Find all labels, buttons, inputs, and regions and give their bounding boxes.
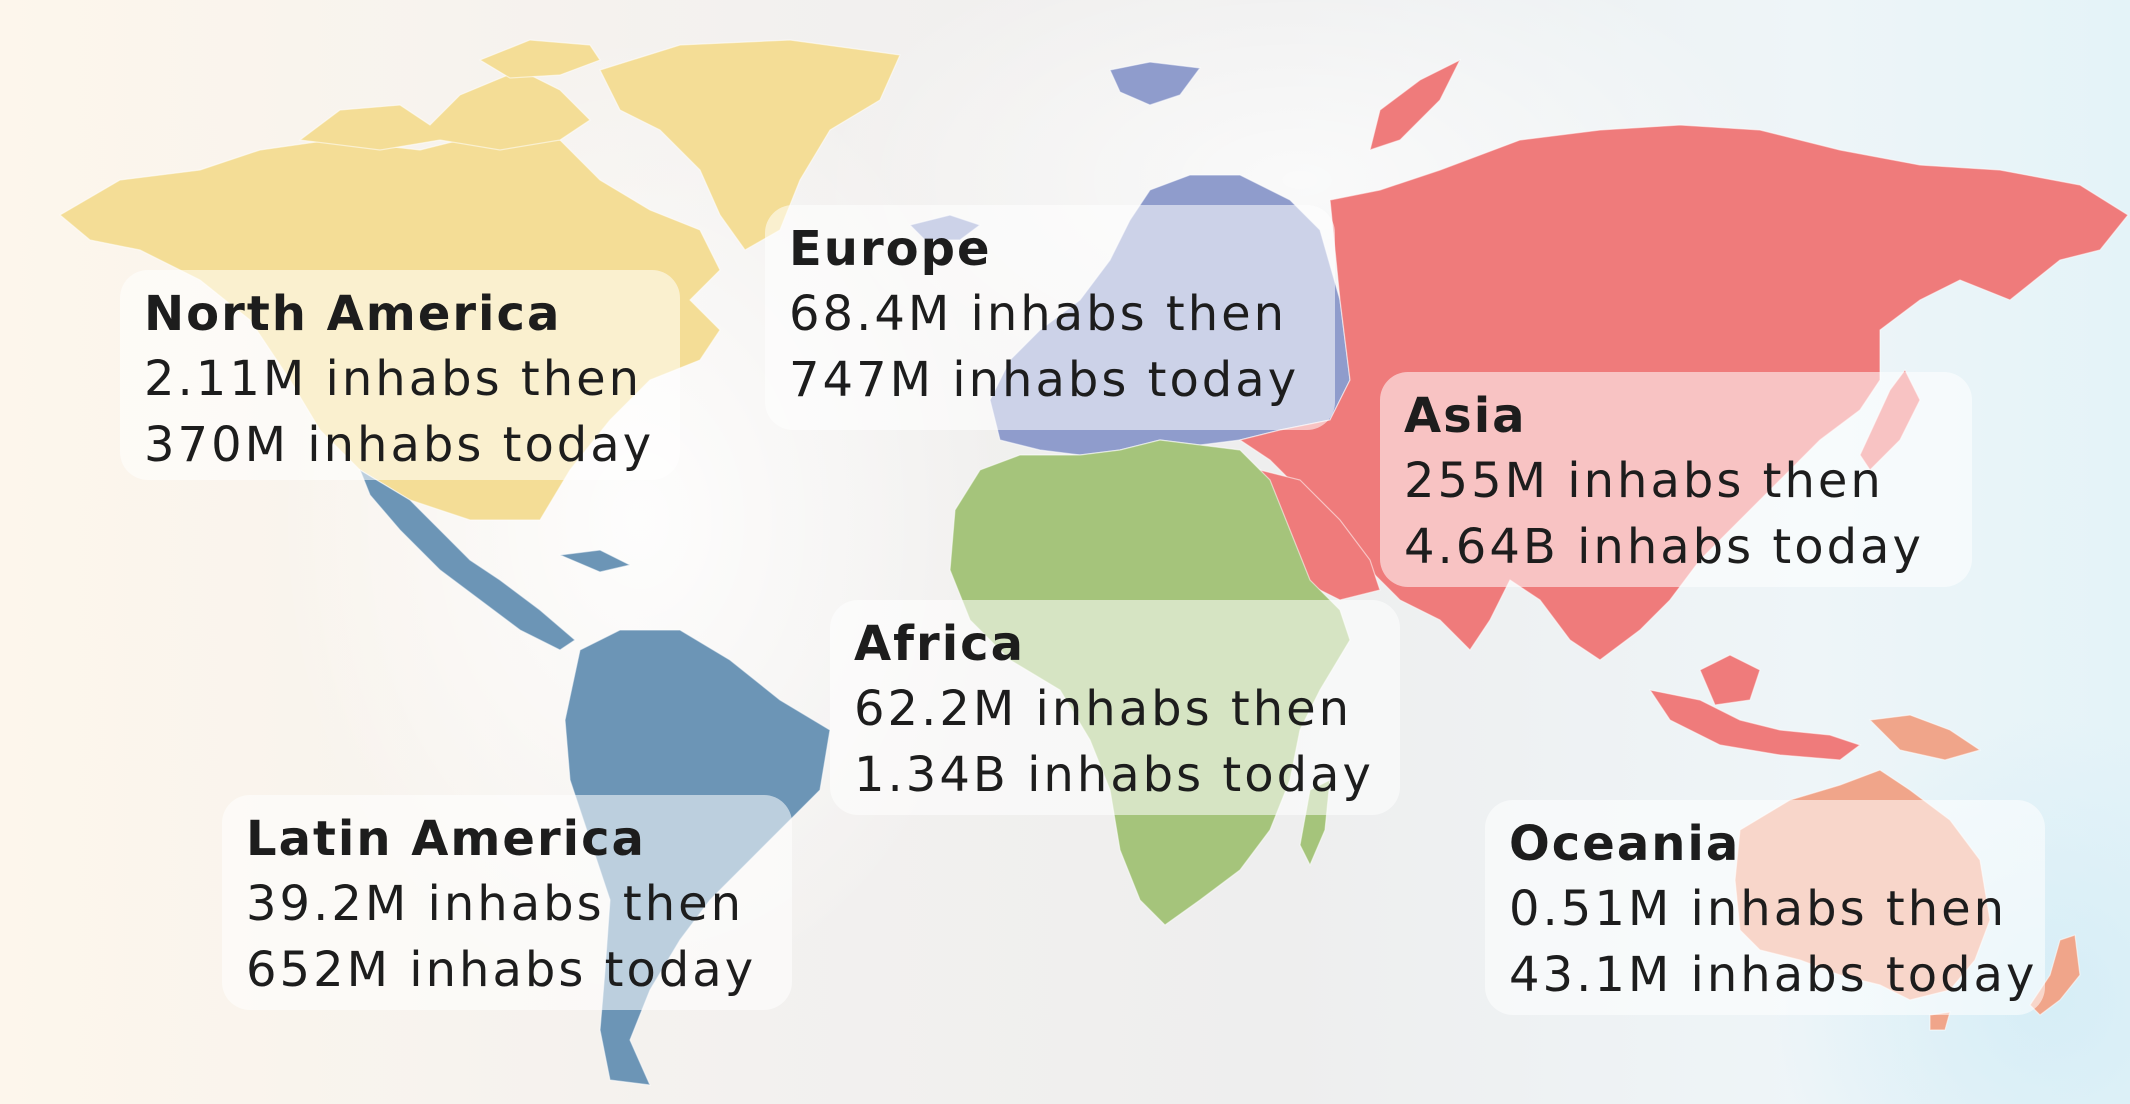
population-today: 43.1M inhabs today <box>1509 947 2038 1003</box>
region-name: Latin America <box>246 811 646 867</box>
population-today: 4.64B inhabs today <box>1404 519 1924 575</box>
asia-label: Asia 255M inhabs then 4.64B inhabs today <box>1380 372 1972 587</box>
population-today: 652M inhabs today <box>246 942 757 998</box>
indonesia <box>1648 689 1862 761</box>
population-today: 1.34B inhabs today <box>854 747 1374 803</box>
borneo <box>1699 654 1761 706</box>
africa-label: Africa 62.2M inhabs then 1.34B inhabs to… <box>830 600 1400 815</box>
siberian-islands <box>1369 58 1462 151</box>
population-then: 0.51M inhabs then <box>1509 881 2008 937</box>
population-today: 370M inhabs today <box>144 417 655 473</box>
population-then: 68.4M inhabs then <box>789 286 1288 342</box>
population-then: 62.2M inhabs then <box>854 681 1353 737</box>
population-then: 255M inhabs then <box>1404 453 1884 509</box>
arctic-islands <box>298 69 591 151</box>
oceania-label: Oceania 0.51M inhabs then 43.1M inhabs t… <box>1485 800 2045 1015</box>
north-america-label: North America 2.11M inhabs then 370M inh… <box>120 270 680 480</box>
svalbard <box>1109 61 1202 106</box>
region-name: Oceania <box>1509 816 1741 872</box>
region-name: North America <box>144 286 562 342</box>
population-then: 2.11M inhabs then <box>144 351 643 407</box>
caribbean <box>557 549 632 573</box>
region-name: Asia <box>1404 388 1527 444</box>
population-today: 747M inhabs today <box>789 352 1300 408</box>
arctic-island-north <box>478 39 601 79</box>
central-america <box>358 468 576 651</box>
region-name: Africa <box>854 616 1025 672</box>
latin-america-label: Latin America 39.2M inhabs then 652M inh… <box>222 795 792 1010</box>
region-name: Europe <box>789 221 992 277</box>
population-then: 39.2M inhabs then <box>246 876 745 932</box>
new-guinea <box>1868 714 1982 761</box>
europe-label: Europe 68.4M inhabs then 747M inhabs tod… <box>765 205 1335 430</box>
